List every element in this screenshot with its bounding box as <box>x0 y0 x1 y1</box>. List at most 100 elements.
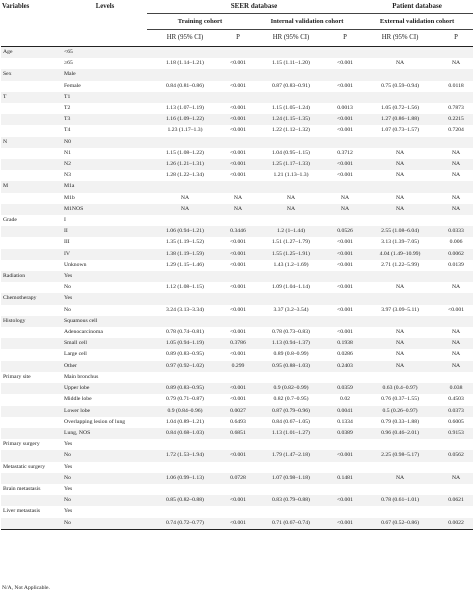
p-internal-cell <box>329 271 361 282</box>
level-cell: N0 <box>64 138 71 145</box>
level-cell: Overlapping lesion of lung <box>64 418 126 425</box>
level-cell: Yes <box>64 485 73 492</box>
hr-training-cell <box>147 293 223 304</box>
hr-external-cell: NA <box>395 474 405 481</box>
hr-training-cell: 1.05 (0.94–1.19) <box>166 340 204 347</box>
table-row: N3 1.28 (1.22–1.34) <0.001 1.21 (1.13–1.3) <… <box>1 170 473 181</box>
level-cell: No <box>64 306 71 313</box>
p-external-cell <box>439 439 473 450</box>
table-row: No 1.06 (0.99–1.13) 0.0728 1.07 (0.98–1.18)… <box>1 472 474 484</box>
hr-internal-cell: 0.71 (0.67–0.74) <box>253 517 329 530</box>
table-row: Overlapping lesion of lung 1.04 (0.89–1.2… <box>1 417 473 428</box>
hr-external-cell: NA <box>395 351 405 358</box>
variable-cell: Chemotherapy <box>3 295 37 302</box>
table-row: Large cell 0.89 (0.83–0.95) <0.001 0.89 (0.… <box>1 349 473 360</box>
hr-external-cell: NA <box>395 172 405 179</box>
p-external-cell: 0.0333 <box>448 228 464 235</box>
hr-internal-cell: 1.21 (1.13–1.3) <box>273 172 309 179</box>
hr-training-cell: 1.26 (1.21–1.31) <box>166 161 204 168</box>
hr-internal-cell: 3.37 (3.2–3.54) <box>273 306 309 313</box>
table-row: No 1.12 (1.08–1.15) <0.001 1.09 (1.04–1.14)… <box>1 282 473 293</box>
hr-external-cell: NA <box>395 205 405 212</box>
p-external-cell: 0.0139 <box>448 261 464 268</box>
p-training-cell: 0.6493 <box>230 418 246 425</box>
p-external-cell <box>439 47 473 59</box>
p-training-cell: NA <box>233 205 243 212</box>
header-seer-database: SEER database <box>147 0 362 14</box>
hr-external-cell <box>361 372 439 383</box>
hr-training-cell <box>147 506 223 517</box>
variable-cell: Brain metastasis <box>3 485 41 492</box>
hr-external-cell: 2.55 (1.08–6.04) <box>381 228 419 235</box>
p-external-cell: 0.2215 <box>448 116 464 123</box>
table-row: Brain metastasis Yes <box>1 484 473 495</box>
p-training-cell: 0.3446 <box>230 228 246 235</box>
level-cell: T3 <box>64 116 71 123</box>
variable-cell <box>1 517 63 530</box>
header-external-validation-cohort: External validation cohort <box>361 13 474 30</box>
hr-training-cell <box>147 47 223 59</box>
level-cell: IV <box>64 250 71 257</box>
variable-cell <box>1 305 63 316</box>
hr-training-cell: 0.84 (0.68–1.03) <box>166 429 204 436</box>
p-internal-cell: 0.02 <box>340 396 350 403</box>
table-row: No 0.85 (0.82–0.88) <0.001 0.83 (0.79–0.88)… <box>1 495 474 507</box>
hr-training-cell: 1.23 (1.17–1.3) <box>167 127 203 134</box>
p-training-cell: <0.001 <box>229 497 246 504</box>
p-training-cell <box>223 316 253 327</box>
table-row: Primary surgery Yes <box>1 439 473 450</box>
variable-cell: Primary site <box>3 373 31 380</box>
variable-cell: Radiation <box>3 273 26 280</box>
hr-internal-cell: NA <box>286 205 296 212</box>
table-row: M1b NA NA NA NA NA NA <box>1 193 473 204</box>
table-row: Sex Male <box>1 69 474 81</box>
table-row: T3 1.16 (1.09–1.22) <0.001 1.24 (1.15–1.35)… <box>1 114 474 126</box>
variable-cell <box>1 103 63 114</box>
p-training-cell: <0.001 <box>229 385 246 392</box>
hr-external-cell: NA <box>395 161 405 168</box>
p-external-cell: NA <box>451 474 461 481</box>
table-row: II 1.06 (0.94–1.21) 0.3446 1.2 (1–1.44) 0.05… <box>1 226 474 238</box>
p-internal-cell: <0.001 <box>337 82 354 89</box>
variable-cell <box>1 204 63 215</box>
level-cell: No <box>64 474 71 481</box>
hr-training-cell: 1.72 (1.53–1.94) <box>166 452 204 459</box>
variable-cell <box>1 125 63 136</box>
hr-internal-cell <box>253 137 329 148</box>
header-hr-internal: HR (95% CI) <box>253 29 329 47</box>
p-external-cell: 0.0373 <box>448 407 464 414</box>
p-external-cell <box>439 372 473 383</box>
p-internal-cell <box>329 372 361 383</box>
p-external-cell: 0.038 <box>449 385 463 392</box>
p-external-cell <box>439 462 473 473</box>
p-internal-cell: NA <box>340 205 350 212</box>
hr-internal-cell <box>253 181 329 192</box>
header-levels: Levels <box>63 0 147 47</box>
table-row: No 0.74 (0.72–0.77) <0.001 0.71 (0.67–0.74)… <box>1 517 474 530</box>
hr-training-cell: NA <box>180 194 190 201</box>
header-variables: Variables <box>1 0 63 47</box>
hr-external-cell: NA <box>395 284 405 291</box>
variable-cell <box>1 394 63 405</box>
variable-cell: Metastatic surgery <box>3 463 46 470</box>
hr-internal-cell <box>253 69 329 80</box>
hr-internal-cell: 1.13 (1.01–1.27) <box>272 429 310 436</box>
p-external-cell: 0.9153 <box>448 429 464 436</box>
variable-cell <box>1 193 63 204</box>
hr-training-cell <box>147 137 223 148</box>
p-training-cell: 0.0728 <box>230 474 246 481</box>
hr-internal-cell: 0.87 (0.83–0.91) <box>272 82 310 89</box>
hr-external-cell: 1.07 (0.73–1.57) <box>381 127 419 134</box>
level-cell: Middle lobe <box>64 396 92 403</box>
hr-external-cell: 2.71 (1.22–5.99) <box>381 261 419 268</box>
p-training-cell: <0.001 <box>229 396 246 403</box>
variable-cell <box>1 327 63 338</box>
header-internal-validation-cohort: Internal validation cohort <box>253 13 362 30</box>
p-training-cell: <0.001 <box>229 351 246 358</box>
p-training-cell <box>223 462 253 473</box>
level-cell: ≥65 <box>64 60 73 67</box>
hr-training-cell: 1.16 (1.09–1.22) <box>166 116 204 123</box>
level-cell: No <box>64 284 71 291</box>
hr-training-cell <box>147 484 223 495</box>
